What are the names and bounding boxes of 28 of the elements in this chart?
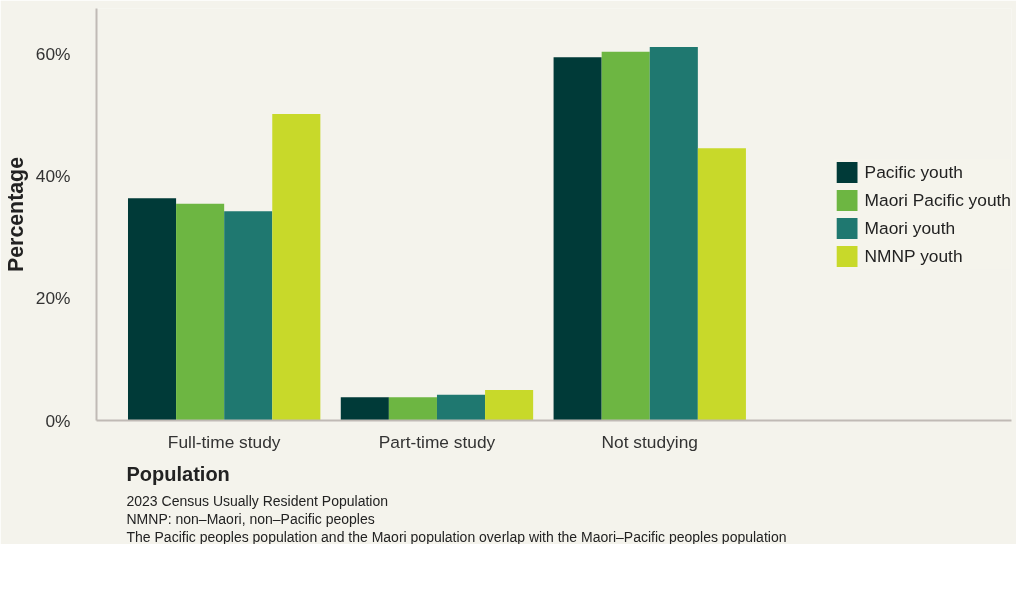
legend-label: NMNP youth (864, 245, 963, 267)
bar (553, 57, 602, 421)
y-tick-label: 0% (45, 410, 71, 431)
bar (649, 46, 698, 421)
bar (340, 397, 389, 421)
bar (436, 394, 486, 421)
x-tick-label: Part-time study (378, 431, 496, 452)
bar (127, 198, 177, 421)
y-tick-label: 20% (35, 288, 71, 309)
x-tick-label: Full-time study (167, 431, 281, 452)
bar (176, 203, 225, 421)
text: NMNP: non–Maori, non–Pacific peoples (126, 510, 375, 527)
legend-label: Maori youth (864, 217, 956, 239)
bar (388, 397, 437, 421)
bar (697, 148, 746, 421)
legend-label: Maori Pacific youth (864, 189, 1011, 211)
y-axis-title: Percentage (3, 156, 28, 272)
bar (272, 114, 321, 421)
text: The Pacific peoples population and the Maori population overlap with the Maori–Pacific peoples population (126, 528, 787, 545)
y-tick-label: 60% (35, 44, 71, 65)
y-tick-label: 40% (35, 166, 71, 187)
x-axis-title: Population (126, 462, 230, 485)
text: 2023 Census Usually Resident Population (126, 492, 388, 509)
bar (224, 211, 273, 421)
bar (485, 389, 534, 421)
bar (601, 51, 650, 421)
legend-label: Pacific youth (864, 161, 963, 183)
x-tick-label: Not studying (601, 431, 698, 452)
